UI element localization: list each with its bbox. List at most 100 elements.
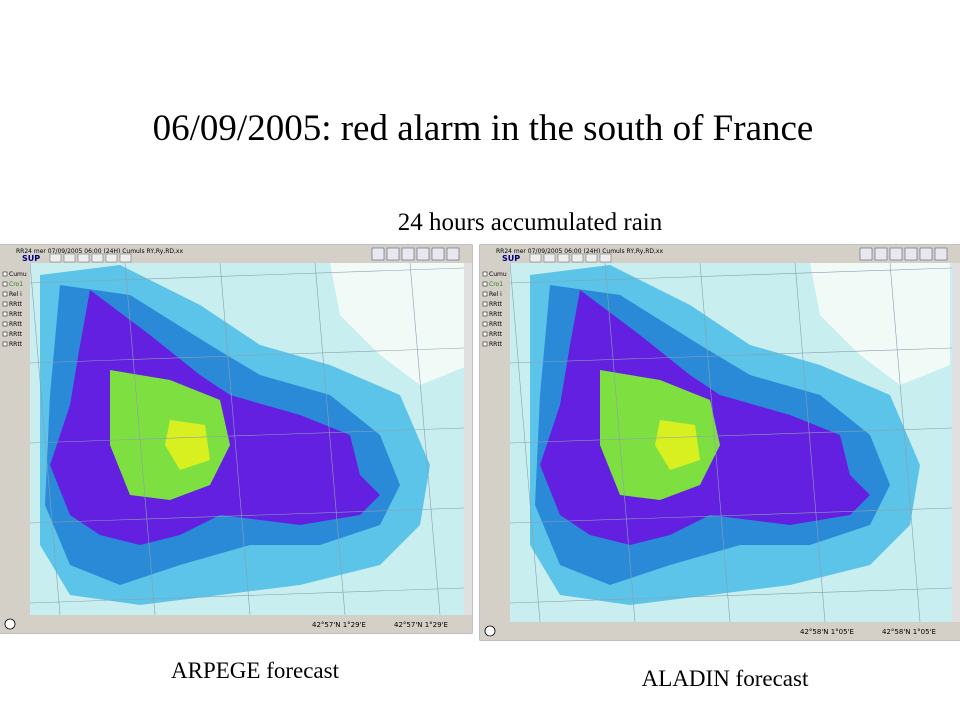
side-menu — [0, 263, 30, 633]
toolbar-button: SUP — [22, 254, 40, 263]
scrollbar — [464, 263, 472, 615]
land-area — [810, 263, 950, 385]
map-grid-line — [889, 263, 921, 622]
toolbar-icon — [386, 247, 400, 261]
toolbar-icon — [557, 253, 570, 263]
map-grid-line — [30, 347, 464, 364]
toolbar-icon — [859, 247, 873, 261]
menu-checkbox — [482, 341, 488, 347]
menu-checkbox — [482, 311, 488, 317]
toolbar-icon — [571, 253, 584, 263]
land-area — [330, 263, 464, 385]
rain-extreme — [165, 420, 210, 470]
toolbar-icon — [543, 253, 556, 263]
menu-item: Cro1 — [9, 281, 23, 288]
map-grid-line — [510, 507, 952, 524]
toolbar-icon — [416, 247, 430, 261]
menu-checkbox — [2, 311, 8, 317]
menu-checkbox — [482, 301, 488, 307]
map-grid-line — [604, 263, 636, 622]
map-panel: RR24 mer 07/09/2005 06:00 (24H) Cumuls R… — [479, 244, 960, 641]
status-bar — [510, 622, 960, 640]
toolbar-icon — [889, 247, 903, 261]
menu-checkbox — [2, 281, 8, 287]
toolbar-icon — [585, 253, 598, 263]
menu-item: RRtt — [489, 311, 503, 318]
menu-item: RRtt — [9, 331, 23, 338]
coordinates: 42°58'N 1°05'E — [882, 628, 936, 636]
menu-checkbox — [2, 271, 8, 277]
map-grid-line — [699, 263, 731, 622]
map-grid-line — [794, 263, 826, 622]
toolbar-icon — [446, 247, 460, 261]
panel-caption: ARPEGE forecast — [171, 658, 340, 683]
menu-checkbox — [482, 271, 488, 277]
toolbar-title: RR24 mer 07/09/2005 06:00 (24H) Cumuls R… — [16, 248, 183, 255]
menu-item: RRtt — [489, 341, 503, 348]
menu-checkbox — [2, 341, 8, 347]
coordinates: 42°58'N 1°05'E — [800, 628, 854, 636]
menu-item: RRtt — [489, 301, 503, 308]
map — [30, 263, 464, 615]
menu-item: RRtt — [9, 311, 23, 318]
map-grid-line — [510, 347, 952, 364]
toolbar-icon — [401, 247, 415, 261]
toolbar-icon — [49, 253, 62, 263]
map-panel: RR24 mer 07/09/2005 06:00 (24H) Cumuls R… — [0, 244, 473, 634]
toolbar-button: SUP — [502, 254, 520, 263]
map-grid-line — [314, 263, 346, 615]
menu-checkbox — [482, 291, 488, 297]
menu-checkbox — [482, 331, 488, 337]
menu-item: Cro1 — [489, 281, 503, 288]
menu-checkbox — [2, 321, 8, 327]
menu-item: Rel i — [489, 291, 502, 298]
menu-item: RRtt — [9, 321, 23, 328]
menu-item: RRtt — [9, 341, 23, 348]
toolbar — [0, 245, 472, 263]
menu-checkbox — [482, 321, 488, 327]
menu-checkbox — [2, 331, 8, 337]
rain-extreme — [655, 420, 700, 470]
toolbar-icon — [874, 247, 888, 261]
status-icon — [484, 625, 496, 637]
map-grid-line — [409, 263, 441, 615]
map-grid-line — [510, 427, 952, 444]
toolbar-icon — [599, 253, 612, 263]
toolbar-icon — [529, 253, 542, 263]
toolbar-icon — [934, 247, 948, 261]
toolbar-icon — [919, 247, 933, 261]
map-grid-line — [510, 267, 952, 284]
menu-checkbox — [2, 301, 8, 307]
map-grid-line — [30, 587, 464, 604]
slide-subtitle: 24 hours accumulated rain — [398, 209, 663, 236]
toolbar-icon — [431, 247, 445, 261]
toolbar-icon — [63, 253, 76, 263]
toolbar-icon — [105, 253, 118, 263]
menu-item: Rel i — [9, 291, 22, 298]
toolbar-icon — [77, 253, 90, 263]
coordinates: 42°57'N 1°29'E — [394, 621, 448, 629]
map-grid-line — [30, 507, 464, 524]
side-menu — [480, 263, 510, 640]
coordinates: 42°57'N 1°29'E — [312, 621, 366, 629]
toolbar-icon — [119, 253, 132, 263]
map-grid-line — [30, 427, 464, 444]
map-grid-line — [510, 587, 952, 604]
map-grid-line — [219, 263, 251, 615]
scrollbar — [952, 263, 960, 622]
status-bar — [30, 615, 472, 633]
menu-item: RRtt — [489, 321, 503, 328]
panel-caption: ALADIN forecast — [642, 666, 809, 691]
toolbar-icon — [91, 253, 104, 263]
map-grid-line — [30, 263, 61, 615]
menu-item: Cumu — [9, 271, 27, 278]
status-icon — [4, 618, 16, 630]
toolbar-icon — [904, 247, 918, 261]
menu-checkbox — [2, 291, 8, 297]
toolbar-title: RR24 mer 07/09/2005 06:00 (24H) Cumuls R… — [496, 248, 663, 255]
toolbar-icon — [371, 247, 385, 261]
map — [510, 263, 952, 622]
menu-checkbox — [482, 281, 488, 287]
menu-item: Cumu — [489, 271, 507, 278]
